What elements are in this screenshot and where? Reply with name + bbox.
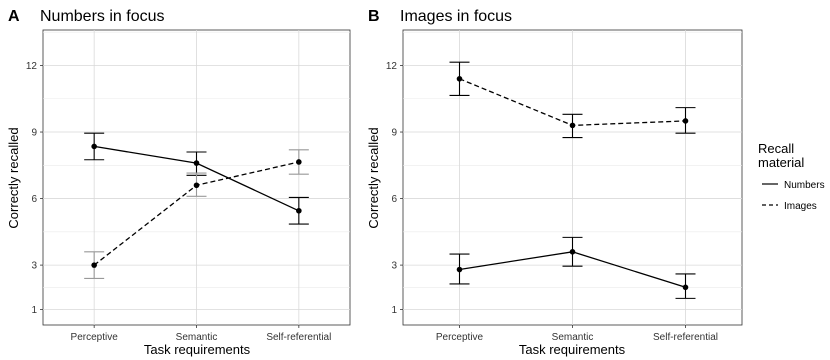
panel-a-numbers-point	[193, 160, 200, 166]
panel-b-numbers-point	[682, 284, 689, 291]
panel-a-numbers-point	[91, 143, 97, 150]
panel-a-x-tick-label: Self-referential	[266, 332, 331, 343]
panel-b-y-axis-title: Correctly recalled	[366, 127, 381, 228]
panel-a-x-tick-labels: Perceptive Semantic Self-referential	[71, 332, 332, 343]
panel-a-title: Numbers in focus	[40, 8, 165, 25]
panel-a-y-tick-label: 12	[26, 61, 38, 72]
panel-b-title: Images in focus	[400, 8, 512, 25]
panel-b-numbers-point	[456, 266, 463, 273]
panel-b-y-tick-labels: 1 3 6 9 12	[386, 61, 398, 316]
panel-a-y-tick-label: 9	[31, 128, 37, 139]
panel-b-y-tick-label: 3	[391, 261, 397, 272]
panel-a-letter: A	[8, 8, 20, 25]
panel-a-x-axis-title: Task requirements	[144, 342, 251, 357]
panel-a-y-axis-title: Correctly recalled	[6, 127, 21, 228]
panel-b-y-tick-label: 1	[391, 305, 397, 316]
panel-a-y-tick-label: 6	[31, 194, 37, 205]
legend-title-line1: Recall	[758, 141, 794, 156]
panel-b-y-tick-label: 6	[391, 194, 397, 205]
panel-a-y-tick-label: 3	[31, 261, 37, 272]
panel-b-series	[449, 61, 696, 299]
panel-b-x-tick-label: Self-referential	[653, 332, 718, 343]
panel-a-x-tick-label: Semantic	[176, 332, 218, 343]
panel-b-y-tick-label: 9	[391, 128, 397, 139]
panel-b-letter: B	[368, 8, 380, 25]
panel-a-y-tick-label: 1	[31, 305, 37, 316]
panel-b-x-tick-labels: Perceptive Semantic Self-referential	[436, 332, 718, 343]
panel-a-x-tick-label: Perceptive	[71, 332, 119, 343]
panel-b-x-axis-title: Task requirements	[519, 342, 626, 357]
legend-numbers-label: Numbers	[784, 180, 825, 191]
legend-title-line2: material	[758, 155, 804, 170]
panel-a: A Numbers in focus 1 3 6 9 12 Perceptive Sema…	[6, 8, 351, 357]
panel-a-images-point	[296, 159, 302, 165]
panel-b: B Images in focus 1 3 6 9 12 Perceptive Seman…	[366, 8, 743, 357]
panel-b-x-tick-label: Perceptive	[436, 332, 484, 343]
panel-b-y-tick-label: 12	[386, 61, 398, 72]
panel-a-images-point	[91, 262, 97, 268]
legend: Recall material Numbers Images	[758, 141, 825, 212]
panel-a-images-point	[193, 182, 200, 189]
panel-a-y-tick-labels: 1 3 6 9 12	[26, 61, 38, 316]
panel-b-x-tick-label: Semantic	[552, 332, 594, 343]
panel-b-images-point	[569, 122, 576, 129]
panel-b-images-point	[682, 118, 689, 124]
panel-b-images-point	[456, 75, 463, 82]
panel-a-series	[84, 132, 309, 279]
panel-a-numbers-point	[296, 207, 302, 214]
panel-b-numbers-point	[569, 249, 576, 255]
legend-images-label: Images	[784, 201, 817, 212]
